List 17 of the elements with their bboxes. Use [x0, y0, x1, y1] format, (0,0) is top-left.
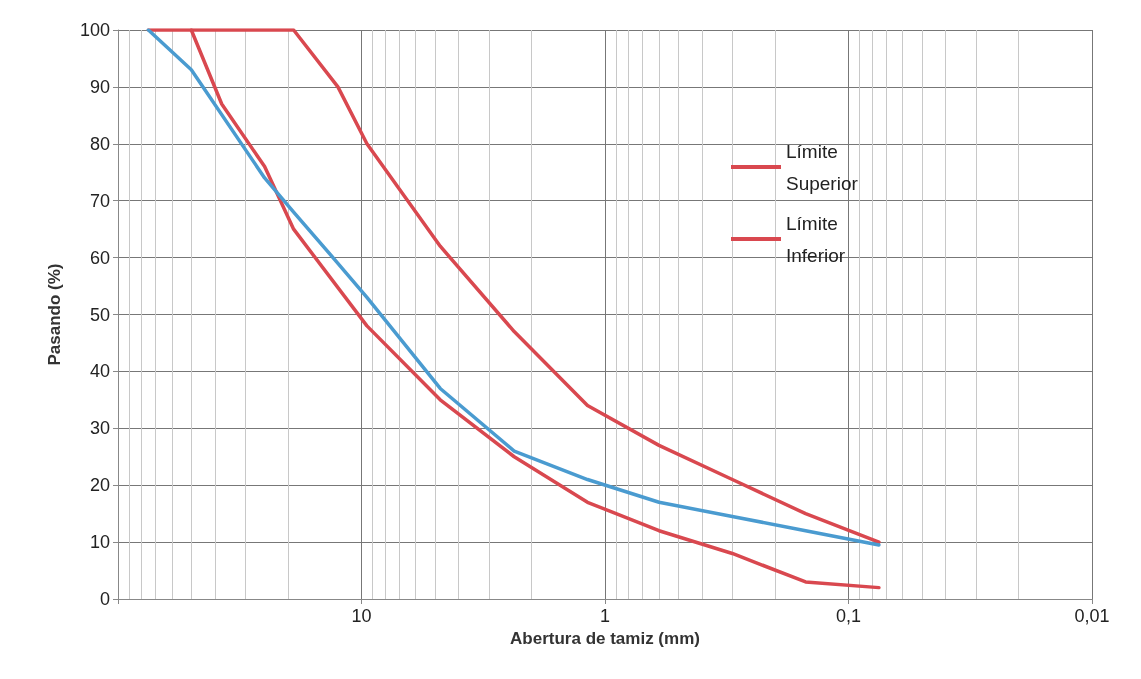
- y-tick-label: 10: [89, 532, 110, 553]
- x-tick-label: 10: [351, 606, 372, 626]
- y-tick-label: 40: [89, 361, 110, 382]
- y-tick-label: 20: [89, 475, 110, 496]
- y-axis-title: Pasando (%): [45, 263, 64, 366]
- x-tick-label: 0,01: [1074, 606, 1110, 626]
- y-tick-label: 90: [89, 76, 110, 97]
- y-tick-label: 60: [89, 247, 110, 268]
- y-tick-label: 80: [89, 133, 110, 154]
- x-tick-label: 0,1: [835, 606, 862, 626]
- y-tick-label: 0: [99, 589, 110, 609]
- x-axis-title: Abertura de tamiz (mm): [510, 628, 700, 648]
- x-tick-label: 1: [599, 606, 611, 626]
- y-tick-label: 100: [79, 20, 110, 40]
- y-tick-label: 30: [89, 418, 110, 439]
- y-tick-label: 70: [89, 190, 110, 211]
- y-tick-label: 50: [89, 304, 110, 325]
